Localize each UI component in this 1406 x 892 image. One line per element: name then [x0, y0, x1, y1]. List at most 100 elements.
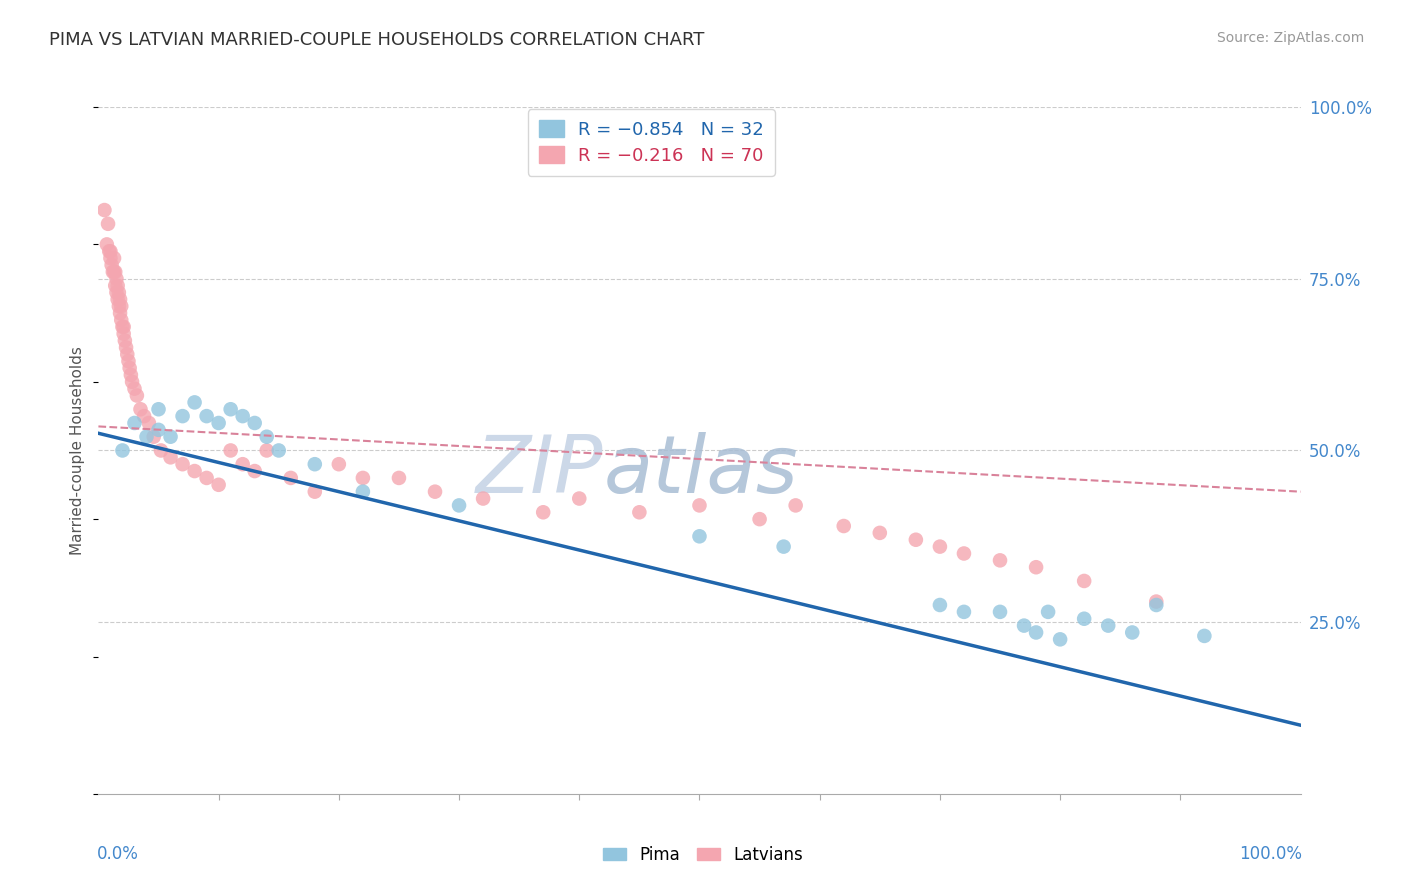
Point — [531, 505, 554, 519]
Point — [100, 258, 122, 272]
Point — [149, 443, 172, 458]
Point — [183, 464, 205, 478]
Point — [304, 457, 326, 471]
Point — [110, 313, 132, 327]
Point — [832, 519, 855, 533]
Point — [1025, 625, 1047, 640]
Point — [108, 306, 131, 320]
Point — [183, 395, 205, 409]
Point — [142, 430, 165, 444]
Point — [785, 499, 807, 513]
Point — [232, 457, 254, 471]
Point — [101, 265, 124, 279]
Point — [267, 443, 290, 458]
Point — [628, 505, 651, 519]
Point — [98, 244, 121, 259]
Point — [107, 293, 129, 307]
Point — [125, 388, 148, 402]
Point — [105, 285, 128, 300]
Point — [928, 540, 950, 554]
Point — [111, 319, 134, 334]
Point — [114, 334, 136, 348]
Point — [118, 361, 141, 376]
Point — [243, 464, 266, 478]
Point — [352, 484, 374, 499]
Point — [104, 278, 127, 293]
Point — [928, 598, 950, 612]
Point — [112, 326, 135, 341]
Point — [1012, 618, 1035, 632]
Point — [104, 265, 127, 279]
Point — [352, 471, 374, 485]
Point — [328, 457, 350, 471]
Text: 0.0%: 0.0% — [97, 846, 139, 863]
Point — [100, 251, 122, 265]
Point — [172, 457, 194, 471]
Point — [129, 402, 152, 417]
Point — [108, 293, 131, 307]
Point — [112, 319, 135, 334]
Point — [121, 375, 143, 389]
Point — [256, 443, 278, 458]
Point — [689, 499, 711, 513]
Point — [124, 382, 146, 396]
Point — [138, 416, 160, 430]
Point — [115, 340, 138, 354]
Point — [110, 299, 132, 313]
Point — [869, 525, 891, 540]
Point — [256, 430, 278, 444]
Point — [208, 416, 231, 430]
Point — [1073, 612, 1095, 626]
Point — [108, 285, 131, 300]
Legend: R = −0.854   N = 32, R = −0.216   N = 70: R = −0.854 N = 32, R = −0.216 N = 70 — [527, 109, 775, 176]
Point — [159, 430, 181, 444]
Text: atlas: atlas — [603, 432, 799, 510]
Y-axis label: Married-couple Households: Married-couple Households — [70, 346, 86, 555]
Point — [472, 491, 495, 506]
Text: ZIP: ZIP — [477, 432, 603, 510]
Point — [447, 499, 470, 513]
Text: 100.0%: 100.0% — [1239, 846, 1302, 863]
Point — [988, 553, 1011, 567]
Point — [120, 368, 142, 382]
Point — [748, 512, 770, 526]
Point — [388, 471, 411, 485]
Point — [1025, 560, 1047, 574]
Point — [423, 484, 446, 499]
Point — [568, 491, 591, 506]
Point — [108, 299, 131, 313]
Point — [103, 265, 125, 279]
Point — [1097, 618, 1119, 632]
Point — [988, 605, 1011, 619]
Point — [172, 409, 194, 423]
Point — [107, 278, 129, 293]
Text: Source: ZipAtlas.com: Source: ZipAtlas.com — [1216, 31, 1364, 45]
Point — [124, 416, 146, 430]
Point — [953, 546, 976, 561]
Point — [689, 529, 711, 543]
Point — [100, 244, 122, 259]
Point — [904, 533, 927, 547]
Point — [1121, 625, 1143, 640]
Point — [195, 409, 218, 423]
Point — [243, 416, 266, 430]
Point — [195, 471, 218, 485]
Point — [105, 271, 128, 285]
Point — [953, 605, 976, 619]
Point — [159, 450, 181, 465]
Point — [1144, 594, 1167, 608]
Point — [208, 478, 231, 492]
Point — [97, 217, 120, 231]
Point — [1144, 598, 1167, 612]
Point — [96, 237, 118, 252]
Point — [232, 409, 254, 423]
Point — [280, 471, 302, 485]
Point — [132, 409, 155, 423]
Point — [148, 402, 170, 417]
Point — [103, 251, 125, 265]
Point — [304, 484, 326, 499]
Point — [135, 430, 157, 444]
Point — [772, 540, 794, 554]
Point — [93, 203, 115, 218]
Point — [111, 443, 134, 458]
